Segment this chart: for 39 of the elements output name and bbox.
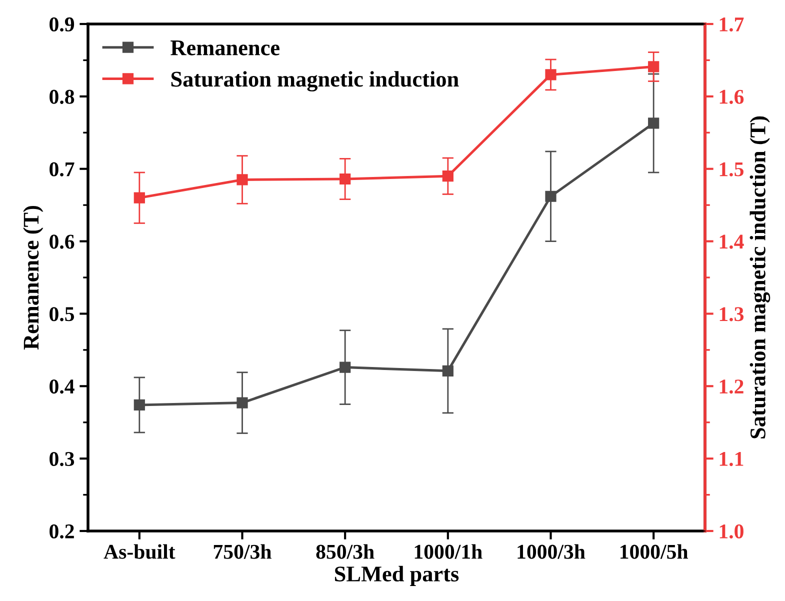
point: [442, 365, 454, 376]
x-tick-label: 1000/5h: [620, 544, 688, 559]
point: [648, 118, 660, 129]
x-tick-label: 1000/1h: [414, 544, 482, 559]
x-tick-label: 1000/3h: [518, 544, 586, 559]
y-axis-title: Remanence (T): [23, 206, 44, 350]
point: [545, 69, 556, 80]
y-tick-label: 0.4: [50, 380, 74, 394]
y2-tick-label: 1.7: [720, 17, 744, 32]
point: [134, 192, 145, 204]
y2-tick-label: 1.2: [720, 380, 744, 394]
x-tick-label: 750/3h: [214, 544, 272, 559]
point: [442, 170, 454, 182]
y-tick-label: 0.7: [50, 162, 74, 176]
y-tick-label: 0.6: [50, 234, 74, 249]
y2-axis-title: Saturation magnetic induction (T): [750, 116, 770, 438]
y-tick-label: 0.3: [50, 452, 74, 466]
point: [236, 174, 248, 186]
y-tick-label: 0.9: [50, 17, 74, 32]
point: [134, 399, 145, 411]
x-tick-label: As-built: [104, 544, 176, 559]
point: [648, 61, 660, 72]
y2-tick-label: 1.6: [720, 90, 744, 104]
y2-tick-label: 1.5: [720, 162, 744, 176]
legend-label: Saturation magnetic induction: [171, 71, 459, 92]
y2-tick-label: 1.0: [720, 524, 744, 539]
y2-tick-label: 1.3: [720, 307, 744, 322]
point: [236, 397, 248, 408]
y2-tick-label: 1.4: [720, 234, 744, 249]
point: [545, 190, 556, 202]
x-tick-label: 850/3h: [316, 544, 374, 559]
point: [340, 362, 351, 373]
y-tick-label: 0.2: [50, 524, 74, 539]
point: [340, 173, 351, 185]
y-tick-label: 0.5: [50, 307, 74, 322]
y2-tick-label: 1.1: [720, 452, 744, 466]
y-tick-label: 0.8: [50, 90, 74, 104]
legend-label: Remanence: [170, 40, 280, 56]
x-axis-title: SLMed parts: [335, 566, 459, 586]
